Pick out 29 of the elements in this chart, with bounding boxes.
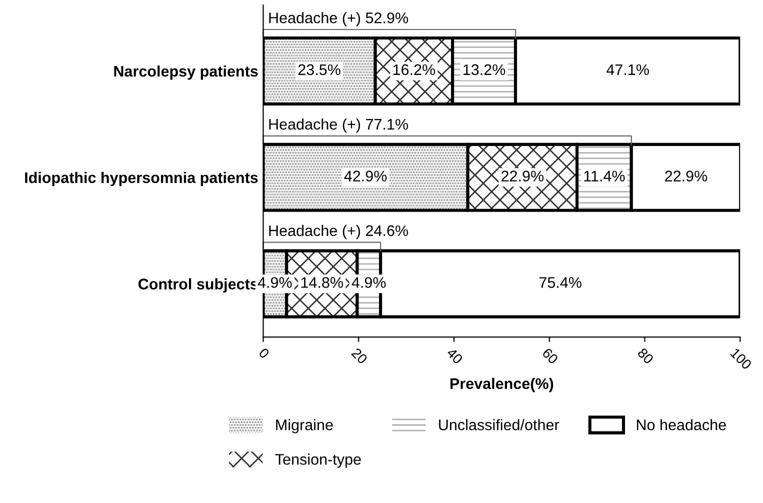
legend-label: No headache — [636, 419, 726, 430]
legend-label: Migraine — [276, 419, 333, 434]
y-tick-label: Idiopathic hypersomnia patients — [25, 172, 258, 186]
legend-label: Unclassified/other — [439, 419, 560, 430]
annotation: Headache (+) 24.6% — [269, 224, 408, 240]
data-label: 4.9% — [258, 277, 292, 288]
annotation: Headache (+) 52.9% — [269, 12, 408, 26]
data-label: 75.4% — [539, 277, 582, 288]
data-label: 14.8% — [301, 277, 344, 288]
data-label: 13.2% — [464, 64, 506, 76]
data-label: 47.1% — [606, 64, 649, 76]
x-axis-title: Prevalence(%) — [450, 378, 554, 392]
legend-label: Tension-type — [275, 454, 361, 468]
data-label: 16.2% — [393, 64, 436, 76]
data-label: 22.9% — [502, 170, 544, 182]
data-label: 11.4% — [584, 170, 625, 182]
x-tick-label: 0 — [258, 347, 270, 360]
data-label: 4.9% — [352, 277, 386, 288]
annotation: Headache (+) 77.1% — [269, 118, 408, 133]
data-label: 23.5% — [298, 64, 340, 76]
x-tick-label: 60 — [542, 347, 559, 364]
y-tick-label: Narcolepsy patients — [114, 65, 258, 80]
data-label: 42.9% — [344, 170, 387, 182]
data-label: 22.9% — [665, 170, 708, 182]
x-tick-label: 100 — [730, 348, 752, 370]
x-tick-label: 40 — [446, 347, 464, 364]
x-tick-label: 80 — [637, 347, 654, 364]
y-tick-label: Control subjects — [138, 278, 258, 293]
x-tick-label: 20 — [351, 347, 368, 364]
